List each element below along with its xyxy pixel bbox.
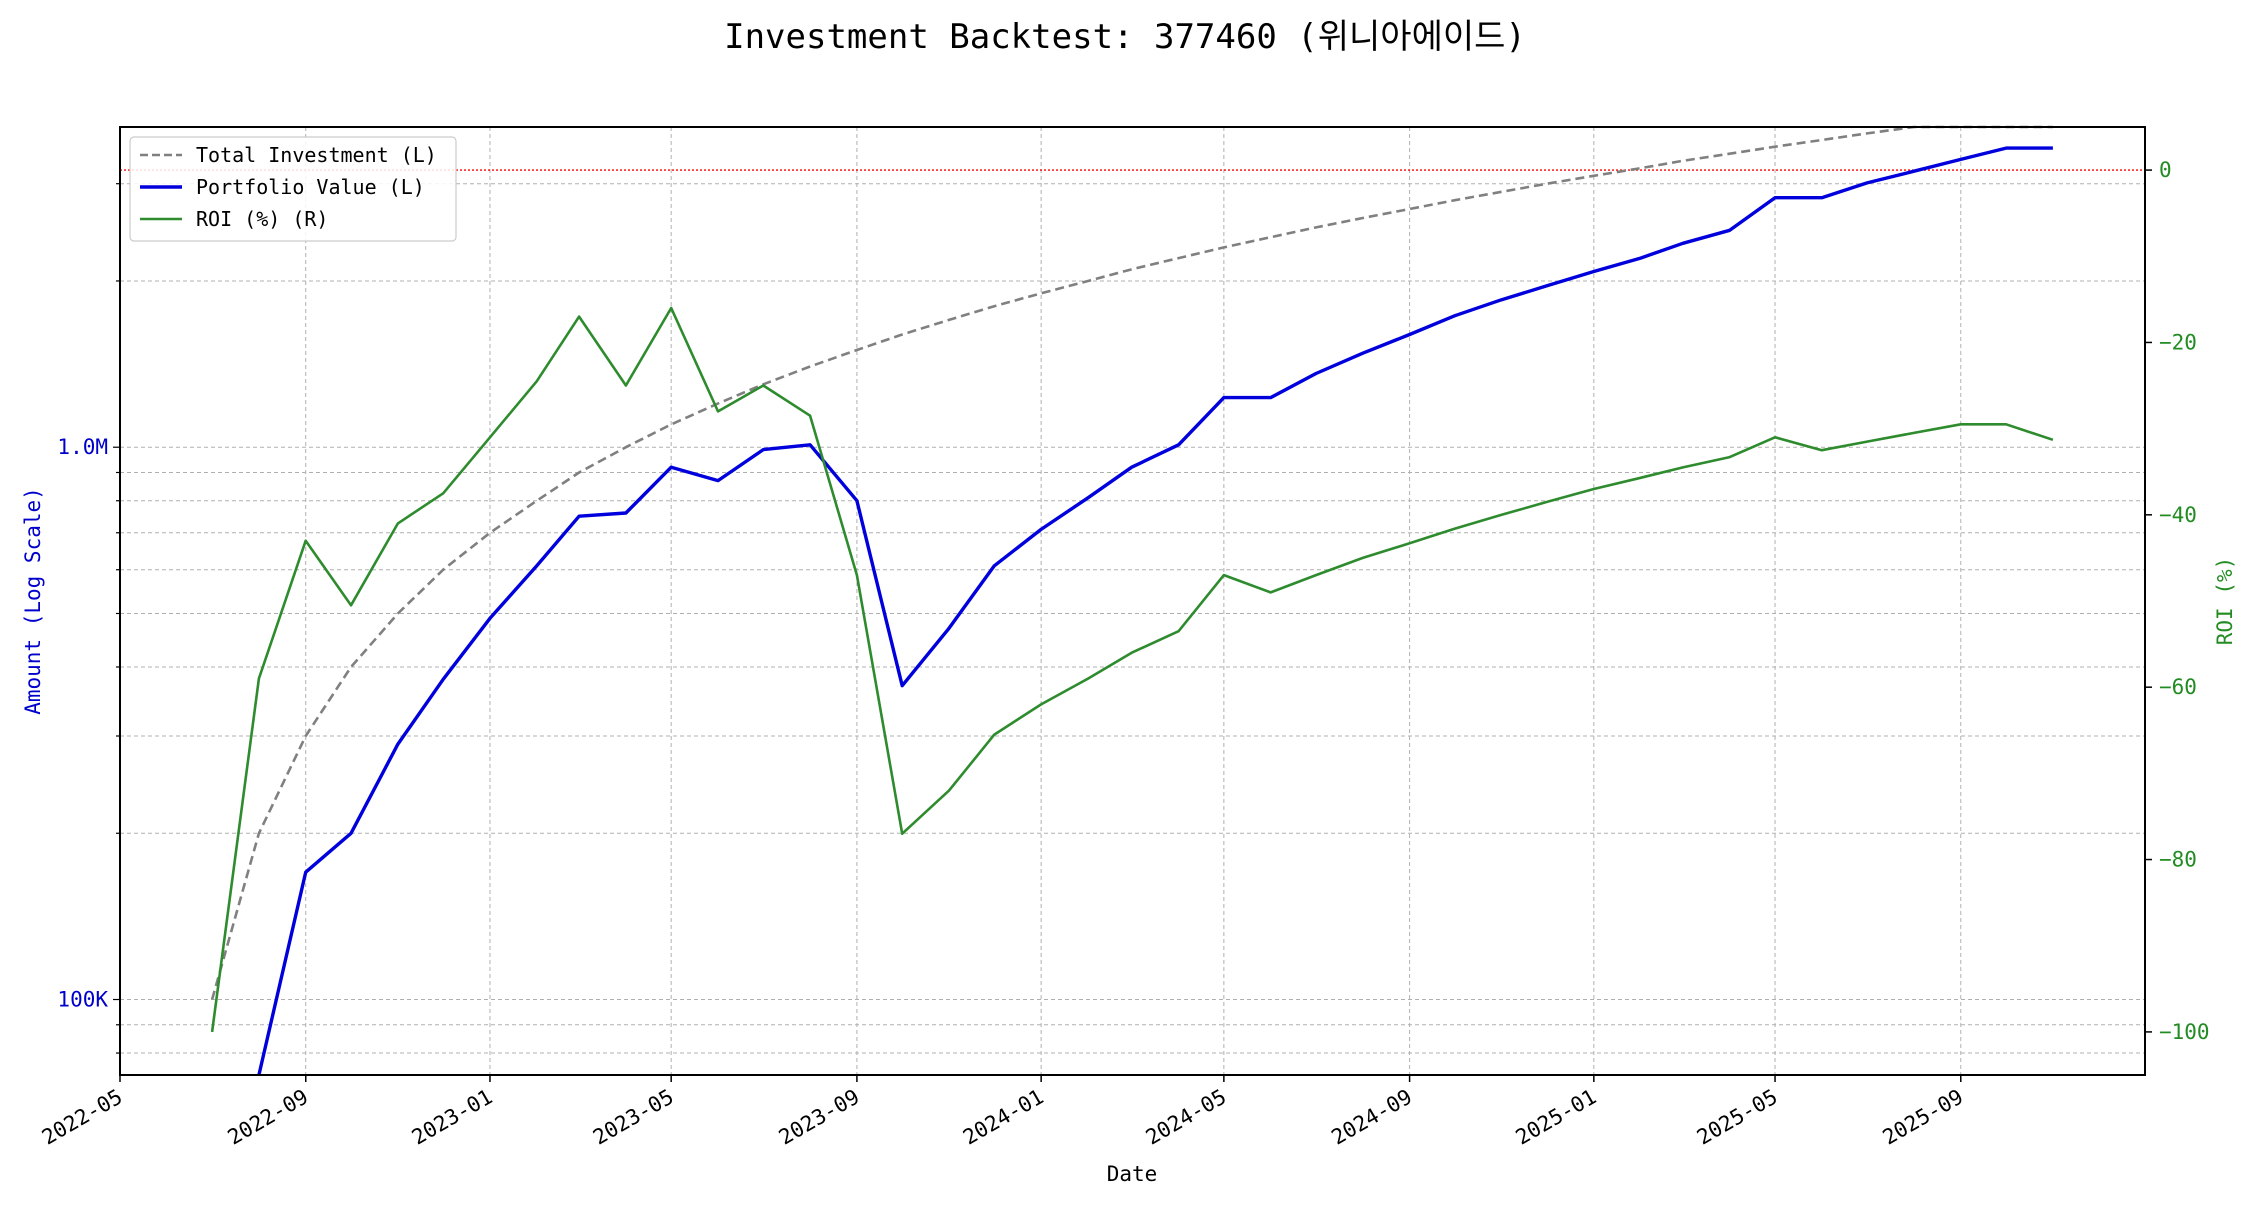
y-left-tick-label: 100K xyxy=(57,988,108,1012)
y-right-tick-label: −100 xyxy=(2159,1020,2210,1044)
y-right-tick-label: −40 xyxy=(2159,503,2197,527)
series-lines xyxy=(120,125,2145,1076)
grid xyxy=(119,127,2145,1075)
x-axis-label: Date xyxy=(1107,1162,1158,1186)
y-right-tick-label: 0 xyxy=(2159,158,2172,182)
series-line-0 xyxy=(210,125,2053,1000)
y-right-tick-label: −80 xyxy=(2159,848,2197,872)
legend-entry-label: ROI (%) (R) xyxy=(196,207,328,231)
y-right-tick-label: −60 xyxy=(2159,675,2197,699)
plot-frame xyxy=(119,126,2146,1076)
legend-box xyxy=(129,136,457,242)
legend-entry-label: Portfolio Value (L) xyxy=(196,175,425,199)
y-right-tick-label: −20 xyxy=(2159,330,2197,354)
legend-entry-label: Total Investment (L) xyxy=(196,143,437,167)
y-axis-right-label: ROI (%) xyxy=(2213,557,2237,646)
legend: Total Investment (L) Portfolio Value (L) R… xyxy=(129,136,457,242)
chart-title: Investment Backtest: 377460 (위니아에이드) xyxy=(724,17,1526,57)
y-left-tick-label: 1.0M xyxy=(57,435,108,459)
series-line-1 xyxy=(257,146,2053,1076)
y-axis-left-label: Amount (Log Scale) xyxy=(21,487,45,715)
series-line-2 xyxy=(210,306,2054,1033)
